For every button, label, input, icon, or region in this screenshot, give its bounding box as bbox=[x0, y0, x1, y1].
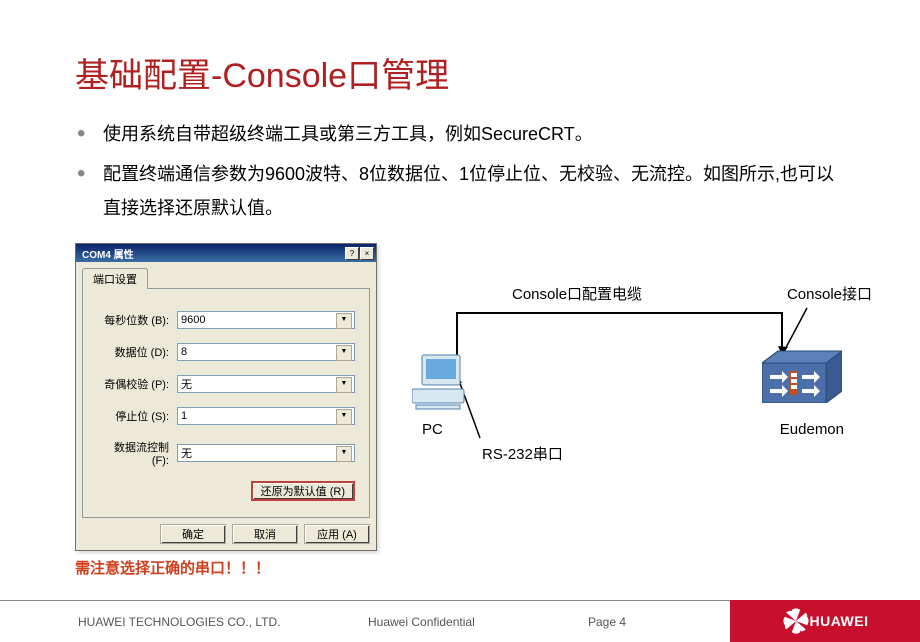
databits-select[interactable]: 8 bbox=[177, 343, 355, 361]
dialog-column: COM4 属性 ? × 端口设置 每秒位数 (B): 9600 bbox=[75, 243, 377, 578]
flowcontrol-select[interactable]: 无 bbox=[177, 444, 355, 462]
baud-select[interactable]: 9600 bbox=[177, 311, 355, 329]
pc-label: PC bbox=[422, 421, 443, 438]
body-row: COM4 属性 ? × 端口设置 每秒位数 (B): 9600 bbox=[75, 243, 845, 578]
bullet-item: 配置终端通信参数为9600波特、8位数据位、1位停止位、无校验、无流控。如图所示… bbox=[75, 157, 845, 225]
pc-icon bbox=[412, 353, 472, 418]
eudemon-icon bbox=[762, 343, 842, 408]
field-databits: 数据位 (D): 8 bbox=[97, 343, 355, 361]
parity-select[interactable]: 无 bbox=[177, 375, 355, 393]
parity-label: 奇偶校验 (P): bbox=[97, 376, 177, 392]
connection-diagram: Console口配置电缆 Console接口 bbox=[402, 283, 862, 483]
com-properties-dialog: COM4 属性 ? × 端口设置 每秒位数 (B): 9600 bbox=[75, 243, 377, 551]
dialog-title: COM4 属性 bbox=[78, 246, 345, 261]
field-stopbits: 停止位 (S): 1 bbox=[97, 407, 355, 425]
help-icon[interactable]: ? bbox=[345, 247, 359, 260]
restore-defaults-button[interactable]: 还原为默认值 (R) bbox=[251, 481, 355, 501]
dialog-titlebar: COM4 属性 ? × bbox=[76, 244, 376, 262]
restore-row: 还原为默认值 (R) bbox=[97, 481, 355, 501]
warning-text: 需注意选择正确的串口！！！ bbox=[75, 557, 377, 578]
footer-confidential: Huawei Confidential bbox=[368, 615, 588, 629]
databits-label: 数据位 (D): bbox=[97, 344, 177, 360]
slide: 基础配置-Console口管理 使用系统自带超级终端工具或第三方工具，例如Sec… bbox=[0, 0, 920, 642]
apply-button[interactable]: 应用 (A) bbox=[304, 524, 370, 544]
flowcontrol-label: 数据流控制 (F): bbox=[97, 439, 177, 467]
brand-bar: HUAWEI bbox=[730, 600, 920, 642]
window-buttons: ? × bbox=[345, 247, 374, 260]
footer-company: HUAWEI TECHNOLOGIES CO., LTD. bbox=[78, 615, 368, 629]
stopbits-select[interactable]: 1 bbox=[177, 407, 355, 425]
huawei-logo-icon bbox=[782, 607, 810, 635]
tabs-row: 端口设置 bbox=[76, 262, 376, 289]
page-title: 基础配置-Console口管理 bbox=[0, 0, 920, 117]
tab-port-settings[interactable]: 端口设置 bbox=[82, 268, 148, 289]
field-baud: 每秒位数 (B): 9600 bbox=[97, 311, 355, 329]
content-area: 使用系统自带超级终端工具或第三方工具，例如SecureCRT。 配置终端通信参数… bbox=[0, 117, 920, 578]
brand-text: HUAWEI bbox=[810, 613, 869, 629]
rs232-label: RS-232串口 bbox=[482, 443, 563, 464]
bullet-item: 使用系统自带超级终端工具或第三方工具，例如SecureCRT。 bbox=[75, 117, 845, 151]
ok-button[interactable]: 确定 bbox=[160, 524, 226, 544]
bullet-list: 使用系统自带超级终端工具或第三方工具，例如SecureCRT。 配置终端通信参数… bbox=[75, 117, 845, 225]
cancel-button[interactable]: 取消 bbox=[232, 524, 298, 544]
stopbits-label: 停止位 (S): bbox=[97, 408, 177, 424]
settings-panel: 每秒位数 (B): 9600 数据位 (D): 8 奇偶校验 (P): 无 bbox=[82, 288, 370, 518]
close-icon[interactable]: × bbox=[360, 247, 374, 260]
device-label: Eudemon bbox=[780, 421, 844, 438]
baud-label: 每秒位数 (B): bbox=[97, 312, 177, 328]
dialog-buttons: 确定 取消 应用 (A) bbox=[76, 524, 376, 550]
field-parity: 奇偶校验 (P): 无 bbox=[97, 375, 355, 393]
field-flowcontrol: 数据流控制 (F): 无 bbox=[97, 439, 355, 467]
diagram-column: Console口配置电缆 Console接口 bbox=[377, 243, 862, 483]
